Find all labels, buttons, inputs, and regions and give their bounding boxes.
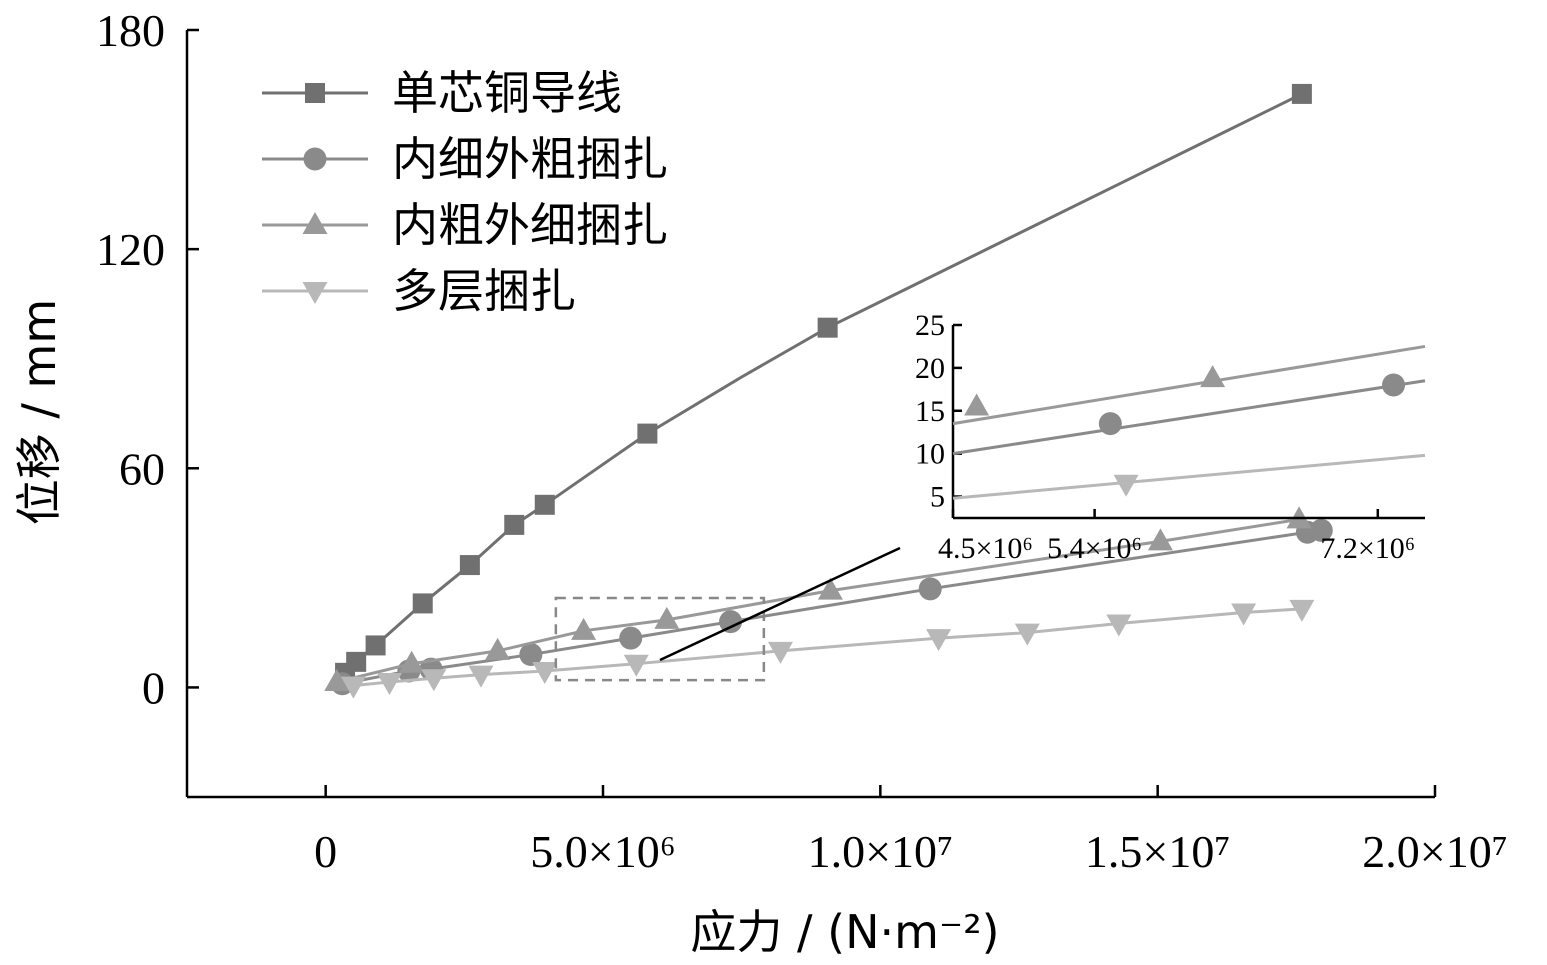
- inset-series-2: [952, 453, 1426, 500]
- data-point: [767, 641, 793, 664]
- data-point: [1231, 603, 1257, 626]
- data-point: [504, 514, 525, 535]
- inset-x-tick-label: 5.4×10⁶: [1047, 532, 1142, 565]
- data-point: [365, 635, 386, 656]
- data-point: [619, 626, 643, 650]
- data-point: [1289, 599, 1315, 622]
- inset-y-tick-label: 20: [915, 352, 945, 385]
- data-point: [376, 672, 402, 695]
- x-axis-title: 应力 / (N·m⁻²): [690, 905, 999, 959]
- inset-y-tick-label: 25: [915, 309, 945, 342]
- legend-label: 内细外粗捆扎: [392, 132, 668, 186]
- data-point: [324, 668, 350, 691]
- data-point: [421, 669, 447, 692]
- data-point: [637, 423, 658, 444]
- data-point: [1106, 614, 1132, 637]
- legend-label: 多层捆扎: [392, 264, 576, 318]
- data-point: [459, 555, 480, 576]
- data-point: [485, 637, 511, 660]
- data-point: [346, 651, 367, 672]
- data-point: [399, 650, 425, 673]
- main-plot: 0 5.0×10⁶ 1.0×10⁷ 1.5×10⁷ 2.0×10⁷ 0 60 120 180: [96, 5, 1508, 877]
- x-tick-label: 2.0×10⁷: [1362, 826, 1507, 877]
- inset-data-point: [1113, 474, 1139, 497]
- x-tick-label: 0: [314, 826, 337, 877]
- data-point: [468, 665, 494, 688]
- data-point: [654, 606, 680, 629]
- inset-data-point: [1098, 412, 1122, 436]
- data-point: [1147, 528, 1173, 551]
- legend-item: 内粗外细捆扎: [262, 198, 668, 252]
- series-2: [324, 506, 1312, 691]
- legend-marker: [302, 212, 328, 234]
- legend-marker: [305, 83, 325, 103]
- legend-label: 内粗外细捆扎: [392, 198, 668, 252]
- data-point: [519, 643, 543, 667]
- inset-series-line: [952, 344, 1426, 426]
- series-line: [336, 517, 1300, 684]
- inset-series-line: [952, 379, 1426, 456]
- legend-item: 内细外粗捆扎: [262, 132, 668, 186]
- y-tick-label: 60: [119, 443, 165, 494]
- inset-y-tick-label: 10: [915, 438, 945, 471]
- legend-marker: [303, 147, 327, 171]
- inset-x-tick-label: 4.5×10⁶: [938, 532, 1033, 565]
- data-point: [817, 317, 838, 338]
- inset-data-point: [964, 393, 990, 416]
- series-line: [342, 528, 1322, 686]
- y-tick-label: 0: [142, 662, 165, 713]
- inset-data-point: [1382, 373, 1406, 397]
- y-tick-label: 120: [96, 224, 165, 275]
- data-point: [340, 676, 366, 699]
- inset-data-point: [1200, 365, 1226, 388]
- inset-x-tick-label: 7.2×10⁶: [1320, 532, 1415, 565]
- legend-label: 单芯铜导线: [392, 66, 622, 120]
- data-point: [926, 629, 952, 652]
- y-axis-title: 位移 / mm: [12, 299, 66, 525]
- legend-item: 单芯铜导线: [262, 66, 622, 120]
- x-tick-label: 1.5×10⁷: [1085, 826, 1230, 877]
- zoom-region-box: [554, 596, 766, 682]
- data-point: [817, 577, 843, 600]
- data-point: [1014, 623, 1040, 646]
- inset-y-tick-label: 15: [915, 395, 945, 428]
- legend-marker: [302, 282, 328, 304]
- data-point: [412, 593, 433, 614]
- data-point: [571, 617, 597, 640]
- inset-series-1: [952, 373, 1426, 456]
- inset-series-line: [952, 453, 1426, 500]
- data-point: [1291, 83, 1312, 104]
- data-point: [534, 494, 555, 515]
- series-3: [340, 599, 1315, 699]
- inset-series-0: [952, 344, 1426, 426]
- x-tick-label: 5.0×10⁶: [530, 826, 675, 877]
- inset-connector-line: [659, 546, 901, 662]
- data-point: [719, 610, 743, 634]
- data-point: [918, 577, 942, 601]
- data-point: [1309, 518, 1333, 542]
- inset-plot: 5 10 15 20 25 4.5×10⁶ 5.4×10⁶ 7.2×10⁶: [659, 309, 1426, 662]
- x-tick-label: 1.0×10⁷: [808, 826, 953, 877]
- inset-y-tick-label: 5: [930, 481, 945, 514]
- legend-item: 多层捆扎: [262, 264, 576, 318]
- series-line: [353, 607, 1302, 688]
- data-point: [532, 661, 558, 684]
- data-point: [623, 654, 649, 677]
- y-tick-label: 180: [96, 5, 165, 56]
